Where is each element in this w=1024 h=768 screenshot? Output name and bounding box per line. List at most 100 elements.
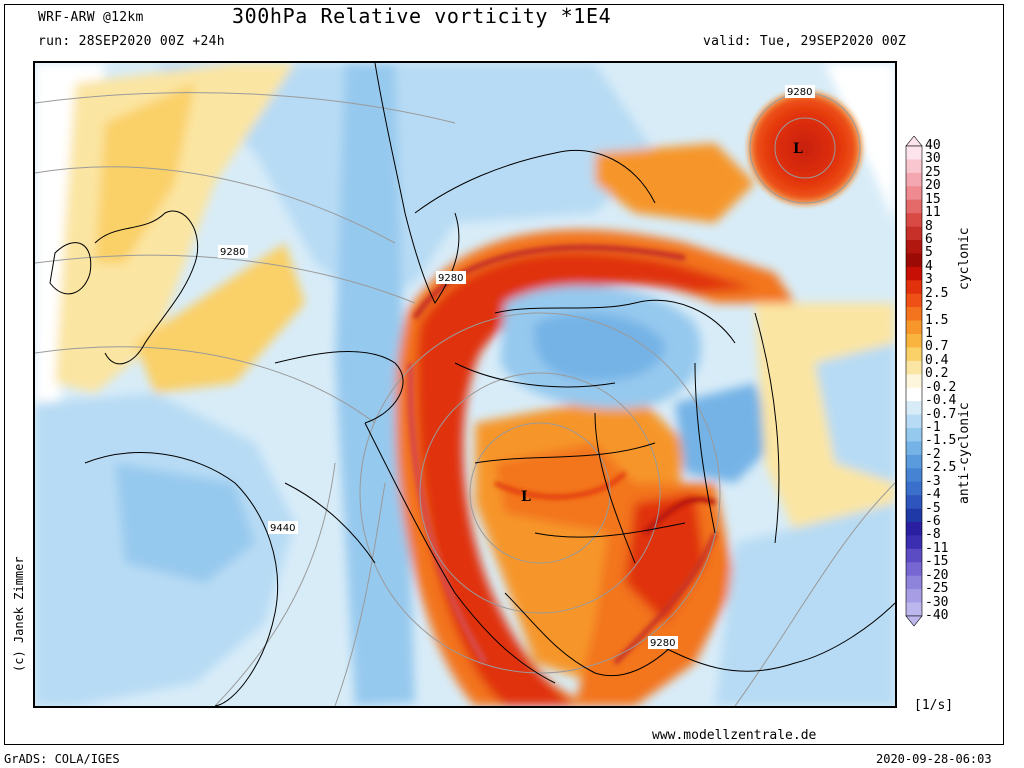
colorbar-tick-label: 2 xyxy=(925,299,933,315)
colorbar-swatch xyxy=(906,441,922,456)
colorbar-swatch xyxy=(906,199,922,214)
contour-label: 9440 xyxy=(270,523,295,534)
low-pressure-marker: L xyxy=(793,141,803,157)
colorbar-tick-label: 15 xyxy=(925,191,941,207)
colorbar-tick-label: -0.4 xyxy=(925,393,957,409)
colorbar-swatch xyxy=(906,320,922,335)
vorticity-field xyxy=(35,63,895,706)
colorbar-tick-label: 0.4 xyxy=(925,352,949,368)
colorbar-swatch xyxy=(906,307,922,321)
vorticity-map: 9280 9280 9280 9440 9280 L L xyxy=(33,61,897,708)
colorbar-swatch xyxy=(906,387,922,402)
colorbar-swatch xyxy=(906,146,922,160)
colorbar-tick-label: -3 xyxy=(925,473,941,489)
colorbar-bottom-triangle xyxy=(905,615,923,627)
colorbar-tick-label: -0.7 xyxy=(925,406,957,422)
low-pressure-marker: L xyxy=(521,489,531,505)
colorbar-tick-label: -6 xyxy=(925,514,941,529)
footer-right-label: 2020-09-28-06:03 xyxy=(876,752,992,766)
colorbar-tick-label: 20 xyxy=(925,178,941,194)
colorbar-swatch xyxy=(906,414,922,429)
colorbar-swatch xyxy=(906,575,922,590)
cyclonic-label: cyclonic xyxy=(957,227,972,290)
coastlines xyxy=(49,63,895,706)
colorbar-tick-label: -1.5 xyxy=(925,433,957,449)
colorbar-swatch xyxy=(906,159,922,174)
contour-label: 9280 xyxy=(650,638,675,649)
colorbar-tick-label: 40 xyxy=(925,138,941,153)
colorbar-swatch xyxy=(906,293,922,308)
colorbar-swatch xyxy=(906,374,922,389)
anticyclonic-label: anti-cyclonic xyxy=(957,402,972,504)
colorbar-tick-label: 25 xyxy=(925,164,941,180)
colorbar-swatch xyxy=(906,186,922,201)
colorbar-swatch xyxy=(906,428,922,442)
model-label: WRF-ARW @12km xyxy=(38,10,144,25)
colorbar-swatch xyxy=(906,240,922,254)
colorbar-tick-label: -40 xyxy=(925,608,949,623)
colorbar-tick-label: -0.2 xyxy=(925,379,957,395)
colorbar-tick-label: 5 xyxy=(925,245,933,261)
colorbar-tick-label: 30 xyxy=(925,151,941,167)
colorbar-tick-label: -30 xyxy=(925,594,949,610)
colorbar-tick-label: 8 xyxy=(925,218,933,234)
colorbar-swatch xyxy=(906,468,922,483)
colorbar-swatch xyxy=(906,280,922,295)
colorbar-tick-label: -20 xyxy=(925,567,949,583)
colorbar-swatch xyxy=(906,562,922,577)
chart-title: 300hPa Relative vorticity *1E4 xyxy=(232,4,612,28)
colorbar-tick-label: -8 xyxy=(925,527,941,543)
colorbar-tick-label: 11 xyxy=(925,205,941,221)
colorbar-swatch xyxy=(906,495,922,509)
footer-left-label: GrADS: COLA/IGES xyxy=(4,752,120,766)
copyright-label: (c) Janek Zimmer xyxy=(12,556,26,672)
website-label: www.modellzentrale.de xyxy=(652,728,817,743)
unit-label: [1/s] xyxy=(914,698,954,713)
colorbar-tick-label: -15 xyxy=(925,554,949,570)
colorbar xyxy=(904,135,964,636)
colorbar-top-triangle xyxy=(905,135,923,147)
colorbar-tick-label: 1.5 xyxy=(925,312,949,328)
contour-label: 9280 xyxy=(220,247,245,258)
colorbar-swatch xyxy=(906,535,922,550)
colorbar-swatch xyxy=(906,360,922,375)
colorbar-tick-label: -2 xyxy=(925,446,941,462)
valid-label: valid: Tue, 29SEP2020 00Z xyxy=(703,34,907,49)
run-label: run: 28SEP2020 00Z +24h xyxy=(38,34,225,49)
colorbar-swatch xyxy=(906,347,922,362)
colorbar-swatch xyxy=(906,454,922,469)
colorbar-swatch xyxy=(906,602,922,617)
cyclone-core xyxy=(747,90,863,206)
colorbar-swatch xyxy=(906,213,922,227)
colorbar-tick-label: -4 xyxy=(925,487,941,503)
colorbar-swatch xyxy=(906,266,922,281)
contour-labels: 9280 9280 9280 9440 9280 xyxy=(218,85,815,649)
colorbar-swatch xyxy=(906,253,922,268)
colorbar-tick-label: 2.5 xyxy=(925,285,949,301)
colorbar-tick-label: -2.5 xyxy=(925,460,957,476)
colorbar-swatch xyxy=(906,172,922,187)
colorbar-swatch xyxy=(906,589,922,603)
colorbar-tick-label: -11 xyxy=(925,540,949,556)
contour-label: 9280 xyxy=(438,273,463,284)
colorbar-swatch xyxy=(906,522,922,536)
colorbar-tick-label: 4 xyxy=(925,258,933,274)
colorbar-tick-label: -5 xyxy=(925,500,941,516)
colorbar-tick-label: 0.2 xyxy=(925,366,949,382)
colorbar-tick-label: 3 xyxy=(925,272,933,288)
plot-frame xyxy=(4,4,1004,745)
colorbar-tick-label: 0.7 xyxy=(925,339,949,355)
colorbar-graphic xyxy=(905,135,923,627)
colorbar-tick-label: -25 xyxy=(925,581,949,597)
colorbar-tick-label: 1 xyxy=(925,326,933,341)
geopotential-contours xyxy=(35,92,895,706)
colorbar-swatch xyxy=(906,508,922,523)
colorbar-swatch xyxy=(906,226,922,241)
colorbar-tick-label: 6 xyxy=(925,232,933,247)
colorbar-swatch xyxy=(906,481,922,496)
colorbar-swatch xyxy=(906,334,922,348)
colorbar-swatch xyxy=(906,548,922,563)
colorbar-tick-label: -1 xyxy=(925,420,941,435)
colorbar-swatch xyxy=(906,401,922,415)
contour-label: 9280 xyxy=(787,87,812,98)
